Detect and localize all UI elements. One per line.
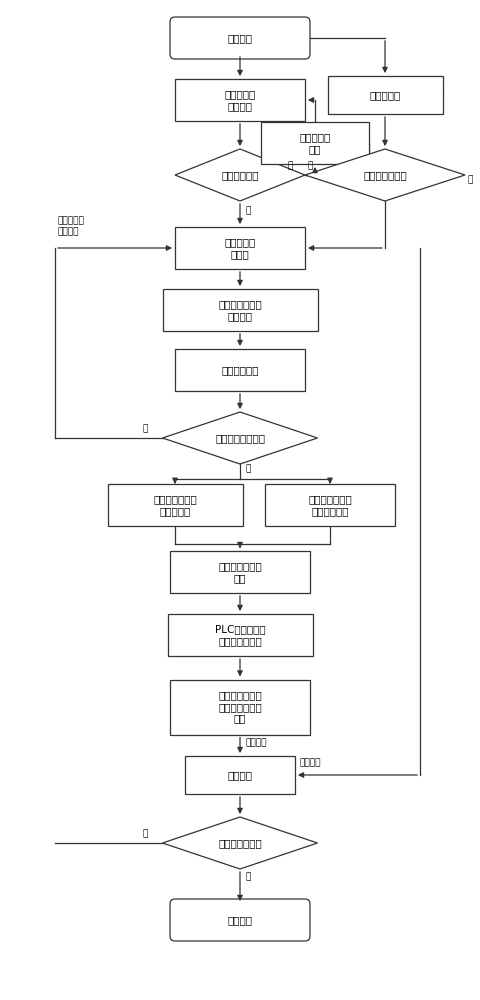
Text: 是: 是 xyxy=(245,464,251,474)
Text: 是: 是 xyxy=(245,207,251,216)
Polygon shape xyxy=(305,149,465,201)
Text: 图像传输至视觉
识别系统: 图像传输至视觉 识别系统 xyxy=(218,299,262,321)
Text: 是: 是 xyxy=(467,176,472,184)
Text: 视觉检测模型: 视觉检测模型 xyxy=(221,365,259,375)
Text: 转化为三维坐标
信息: 转化为三维坐标 信息 xyxy=(218,561,262,583)
Polygon shape xyxy=(175,149,305,201)
Text: 获得砖垛和车厢
的位姿信息: 获得砖垛和车厢 的位姿信息 xyxy=(153,494,197,516)
Text: 系统启动: 系统启动 xyxy=(228,33,252,43)
Text: 系统结束: 系统结束 xyxy=(228,915,252,925)
Polygon shape xyxy=(163,817,317,869)
Text: 否: 否 xyxy=(142,829,147,838)
Bar xyxy=(170,551,310,593)
FancyBboxPatch shape xyxy=(170,17,310,59)
Bar xyxy=(168,614,312,656)
Bar xyxy=(108,484,242,526)
Bar xyxy=(170,680,310,734)
FancyBboxPatch shape xyxy=(170,899,310,941)
Text: 是否有人员误闯: 是否有人员误闯 xyxy=(363,170,407,180)
Text: 工业相机试
采集图像: 工业相机试 采集图像 xyxy=(224,89,256,111)
Text: 否: 否 xyxy=(288,161,293,170)
Polygon shape xyxy=(163,412,317,464)
Text: 抓取完成: 抓取完成 xyxy=(245,738,266,747)
Text: 逐垛抓取当前层
砖垛至车厢预定
位置: 逐垛抓取当前层 砖垛至车厢预定 位置 xyxy=(218,690,262,724)
Text: 采集下一层
砖垛图像: 采集下一层 砖垛图像 xyxy=(58,217,85,236)
Text: 控制模块: 控制模块 xyxy=(228,770,252,780)
Text: 光照强度合格: 光照强度合格 xyxy=(221,170,259,180)
Bar xyxy=(185,756,295,794)
Text: 获得砖垛的层数
（高度信息）: 获得砖垛的层数 （高度信息） xyxy=(308,494,352,516)
Text: 报警指令: 报警指令 xyxy=(300,758,322,767)
Text: PLC控制夹取机
构到达坐标位置: PLC控制夹取机 构到达坐标位置 xyxy=(215,624,265,646)
Bar xyxy=(163,289,317,331)
Bar xyxy=(327,76,443,114)
Text: 是否有报警指令: 是否有报警指令 xyxy=(218,838,262,848)
Text: 图像中是否有砖垛: 图像中是否有砖垛 xyxy=(215,433,265,443)
Bar xyxy=(261,122,369,164)
Text: 红外线检测: 红外线检测 xyxy=(370,90,401,100)
Text: 是: 是 xyxy=(245,872,251,882)
Text: 否: 否 xyxy=(142,424,147,433)
Bar xyxy=(175,349,305,391)
Text: 否: 否 xyxy=(307,161,312,170)
Bar xyxy=(265,484,395,526)
Text: 工业相机采
集图像: 工业相机采 集图像 xyxy=(224,237,256,259)
Bar xyxy=(175,227,305,269)
Text: 调节辅助光
光源: 调节辅助光 光源 xyxy=(300,132,331,154)
Bar xyxy=(175,79,305,121)
